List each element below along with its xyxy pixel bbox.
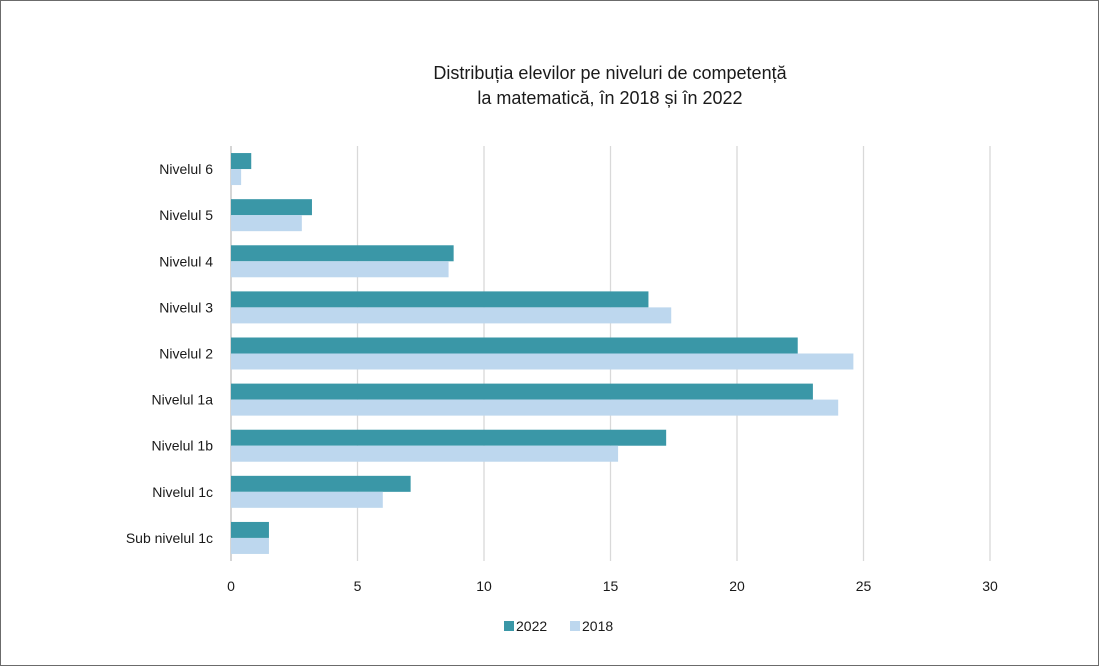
bar-2018 xyxy=(231,261,449,278)
bar-2022 xyxy=(231,245,454,262)
category-label: Nivelul 5 xyxy=(159,207,213,223)
x-tick-label: 15 xyxy=(603,578,619,594)
category-label: Sub nivelul 1c xyxy=(126,530,213,546)
x-tick-label: 5 xyxy=(354,578,362,594)
bar-2022 xyxy=(231,153,252,170)
chart-title-line-2: la matematică, în 2018 și în 2022 xyxy=(477,88,742,108)
bar-2018 xyxy=(231,491,383,508)
chart-title-line-1: Distribuția elevilor pe niveluri de comp… xyxy=(433,63,787,83)
bar-2018 xyxy=(231,169,242,186)
legend-label-2022: 2022 xyxy=(516,618,547,634)
bar-2022 xyxy=(231,199,312,216)
legend: 2022 2018 xyxy=(504,618,613,634)
legend-swatch-2022 xyxy=(504,621,514,631)
bar-2022 xyxy=(231,475,411,492)
x-tick-labels: 0 5 10 15 20 25 30 xyxy=(227,578,998,594)
x-tick-label: 20 xyxy=(729,578,745,594)
x-tick-label: 25 xyxy=(856,578,872,594)
bar-2018 xyxy=(231,307,672,324)
bars xyxy=(231,153,854,554)
category-label: Nivelul 4 xyxy=(159,253,213,269)
bar-2018 xyxy=(231,215,302,232)
bar-2022 xyxy=(231,429,667,446)
legend-label-2018: 2018 xyxy=(582,618,613,634)
bar-2022 xyxy=(231,291,649,308)
bar-2018 xyxy=(231,353,854,370)
legend-swatch-2018 xyxy=(570,621,580,631)
category-label: Nivelul 1c xyxy=(152,484,213,500)
x-tick-label: 10 xyxy=(476,578,492,594)
category-label: Nivelul 6 xyxy=(159,161,213,177)
x-tick-label: 30 xyxy=(982,578,998,594)
category-label: Nivelul 1a xyxy=(152,392,214,408)
category-label: Nivelul 1b xyxy=(152,438,214,454)
bar-2018 xyxy=(231,537,269,554)
bar-2022 xyxy=(231,337,798,354)
category-label: Nivelul 3 xyxy=(159,299,213,315)
bar-2022 xyxy=(231,383,813,400)
bar-2022 xyxy=(231,521,269,538)
category-labels: Nivelul 6 Nivelul 5 Nivelul 4 Nivelul 3 Nive… xyxy=(126,161,213,546)
bar-2018 xyxy=(231,445,619,462)
category-label: Nivelul 2 xyxy=(159,346,213,362)
bar-2018 xyxy=(231,399,839,416)
x-tick-label: 0 xyxy=(227,578,235,594)
